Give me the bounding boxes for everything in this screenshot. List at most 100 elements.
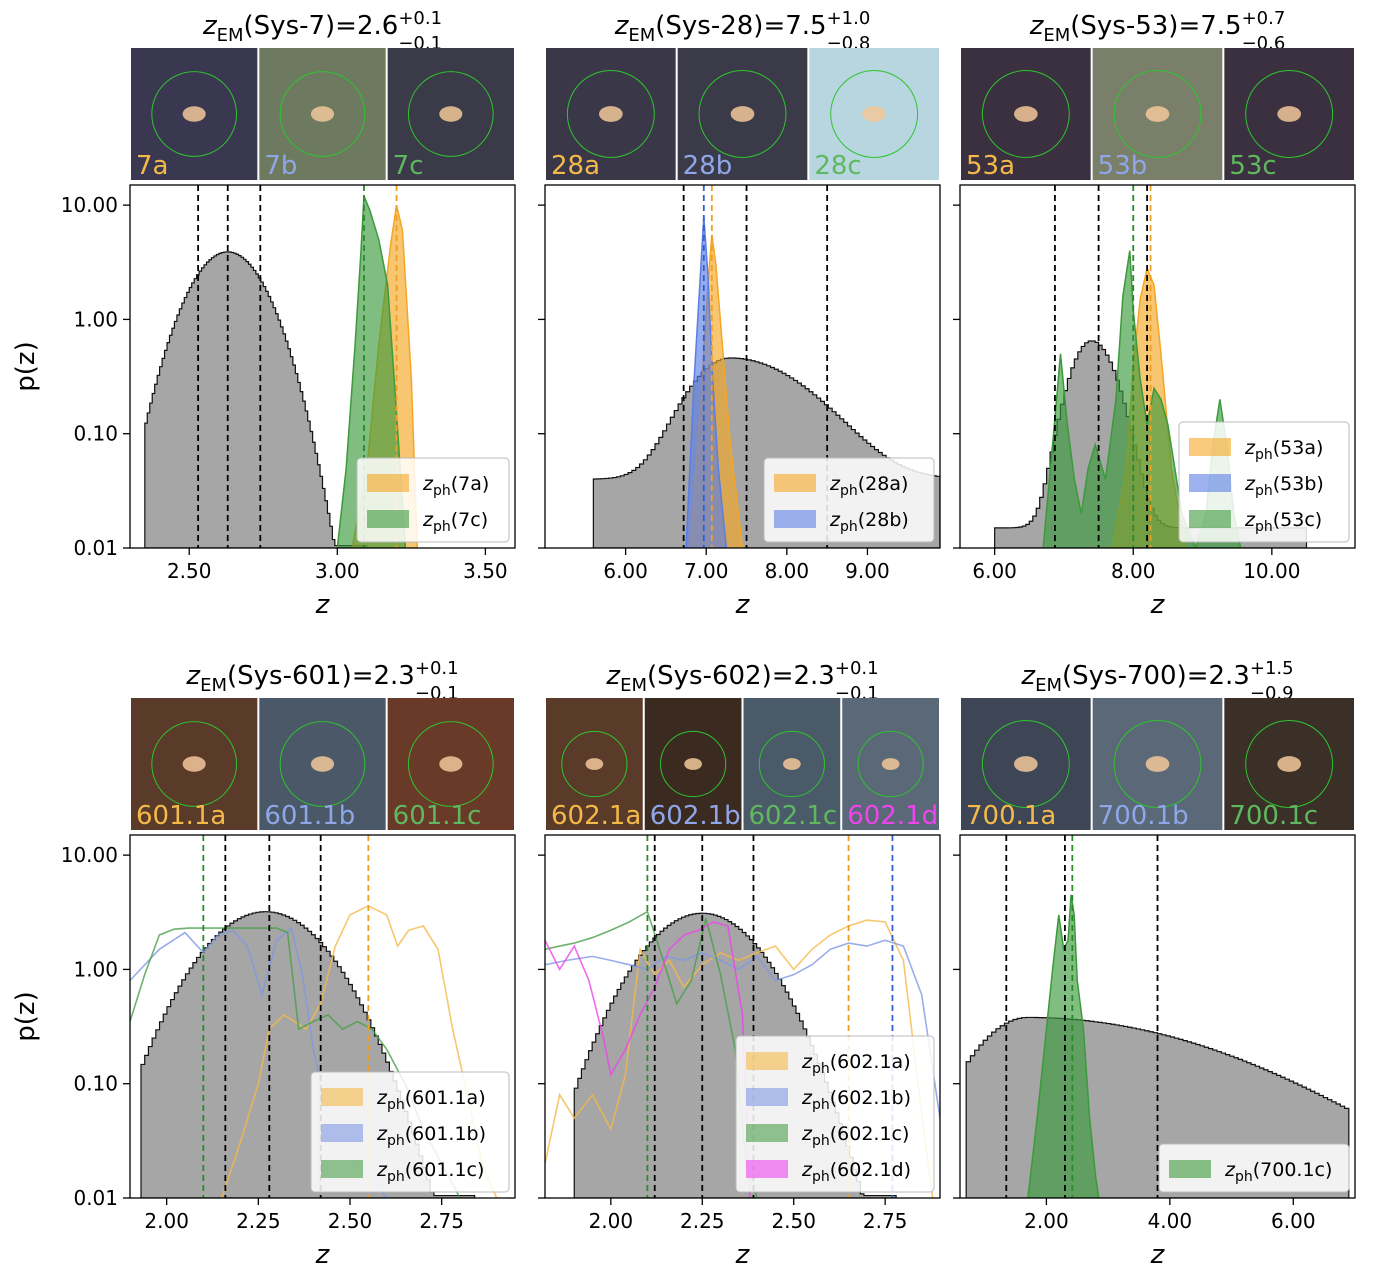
title-main: (Sys-7)=2.6 (244, 11, 399, 41)
legend-sub: ph (812, 1097, 830, 1113)
galaxy-blob (1277, 106, 1302, 122)
thumbnail-label: 602.1a (551, 801, 641, 831)
legend-swatch (746, 1160, 788, 1178)
title-z: z (185, 661, 201, 691)
thumbnail-label: 602.1d (847, 801, 938, 831)
galaxy-blob (684, 758, 703, 770)
legend-sub: ph (1255, 483, 1273, 499)
panel-1: zEM(Sys-7)=2.6+0.1−0.17a 7b 7c2.50 3.00 3.50… (11, 8, 516, 620)
legend-swatch (1189, 510, 1231, 528)
aperture-circle (830, 70, 919, 158)
galaxy-blob (585, 758, 604, 770)
legend-swatch (321, 1088, 363, 1106)
panel-title: zEM(Sys-53)=7.5+0.7 (1029, 8, 1286, 46)
plot-frame (959, 834, 1356, 1199)
thumbnail-53c: 53c (1224, 48, 1354, 181)
thumbnail-label: 700.1b (1098, 801, 1189, 831)
legend-sub: ph (387, 1169, 405, 1185)
x-tick-label: 2.50 (328, 1209, 373, 1233)
galaxy-blob (1145, 756, 1170, 772)
legend-z: z (829, 509, 841, 531)
legend-name: (601.1b) (405, 1123, 486, 1145)
pdf-fill-700.1c (1027, 894, 1100, 1198)
y-tick-label: 0.01 (73, 1186, 118, 1210)
title-z: z (1029, 11, 1045, 41)
legend-name: (53b) (1273, 473, 1324, 495)
thumbnail-label: 7c (393, 151, 424, 181)
x-axis-label: z (735, 590, 751, 620)
title-sup: +0.1 (415, 658, 459, 679)
legend-swatch (321, 1124, 363, 1142)
legend-z: z (829, 473, 841, 495)
galaxy-blob (862, 106, 887, 122)
legend-z: z (1244, 437, 1256, 459)
zem-histogram (144, 251, 368, 548)
legend-z: z (801, 1051, 813, 1073)
legend-sub: ph (1255, 447, 1273, 463)
y-tick-label: 10.00 (61, 193, 118, 217)
x-tick-label: 9.00 (845, 559, 890, 583)
legend-label: zph(602.1d) (801, 1159, 911, 1185)
legend-name: (602.1c) (830, 1123, 910, 1145)
legend-label: zph(28b) (829, 509, 909, 535)
galaxy-blob (598, 106, 623, 122)
legend-label: zph(53b) (1244, 473, 1324, 499)
x-tick-label: 2.75 (419, 1209, 464, 1233)
title-main: (Sys-28)=7.5 (655, 11, 826, 41)
title-z: z (605, 661, 621, 691)
galaxy-blob (182, 756, 206, 772)
galaxy-blob (1013, 106, 1038, 122)
legend: zph(602.1a)zph(602.1b)zph(602.1c)zph(602… (735, 1035, 935, 1193)
galaxy-blob (1145, 106, 1170, 122)
aperture-circle (1245, 720, 1334, 808)
legend-swatch (746, 1088, 788, 1106)
plot-frame (959, 184, 1356, 549)
legend-z: z (376, 1087, 388, 1109)
legend-name: (601.1a) (405, 1087, 486, 1109)
title-sup: +0.1 (398, 8, 442, 29)
galaxy-blob (881, 758, 900, 770)
legend-label: zph(601.1c) (376, 1159, 484, 1185)
pdf-fill-28b (685, 216, 728, 548)
thumbnail-602.1a: 602.1a (546, 698, 643, 831)
legend-sub: ph (840, 483, 858, 499)
plot-frame (129, 184, 516, 549)
legend: zph(28a)zph(28b) (763, 457, 935, 543)
aperture-circle (279, 721, 366, 807)
legend-entry: zph(7c) (367, 509, 488, 535)
pdf-line-602.1c (545, 910, 758, 1198)
legend-swatch (1189, 474, 1231, 492)
x-tick-label: 6.00 (603, 559, 648, 583)
legend-name: (53a) (1273, 437, 1324, 459)
title-sub: EM (1035, 675, 1062, 696)
title-sup: +0.1 (835, 658, 879, 679)
x-tick-label: 2.75 (863, 1209, 908, 1233)
legend-z: z (801, 1087, 813, 1109)
pdf-line-602.1d (545, 921, 751, 1198)
legend-label: zph(602.1b) (801, 1087, 911, 1113)
thumbnail-53a: 53a (961, 48, 1091, 181)
legend-entry: zph(53a) (1189, 437, 1323, 463)
title-sup: +0.7 (1242, 8, 1286, 29)
legend-name: (601.1c) (405, 1159, 485, 1181)
panel-title: zEM(Sys-7)=2.6+0.1 (202, 8, 442, 46)
x-tick-label: 2.00 (144, 1209, 189, 1233)
y-axis-label: p(z) (11, 341, 41, 391)
thumbnail-602.1c: 602.1c (743, 698, 841, 831)
legend-name: (28b) (858, 509, 909, 531)
legend-sub: ph (840, 519, 858, 535)
x-tick-label: 2.00 (589, 1209, 634, 1233)
thumbnail-label: 53c (1229, 151, 1276, 181)
title-main: (Sys-700)=2.3 (1062, 661, 1250, 691)
galaxy-blob (439, 106, 463, 122)
thumbnail-28b: 28b (677, 48, 808, 181)
thumbnail-53b: 53b (1092, 48, 1223, 181)
legend: zph(7a)zph(7c) (356, 457, 510, 543)
legend-entry: zph(53b) (1189, 473, 1324, 499)
legend-z: z (376, 1123, 388, 1145)
legend-z: z (422, 473, 434, 495)
title-sub: EM (200, 675, 227, 696)
